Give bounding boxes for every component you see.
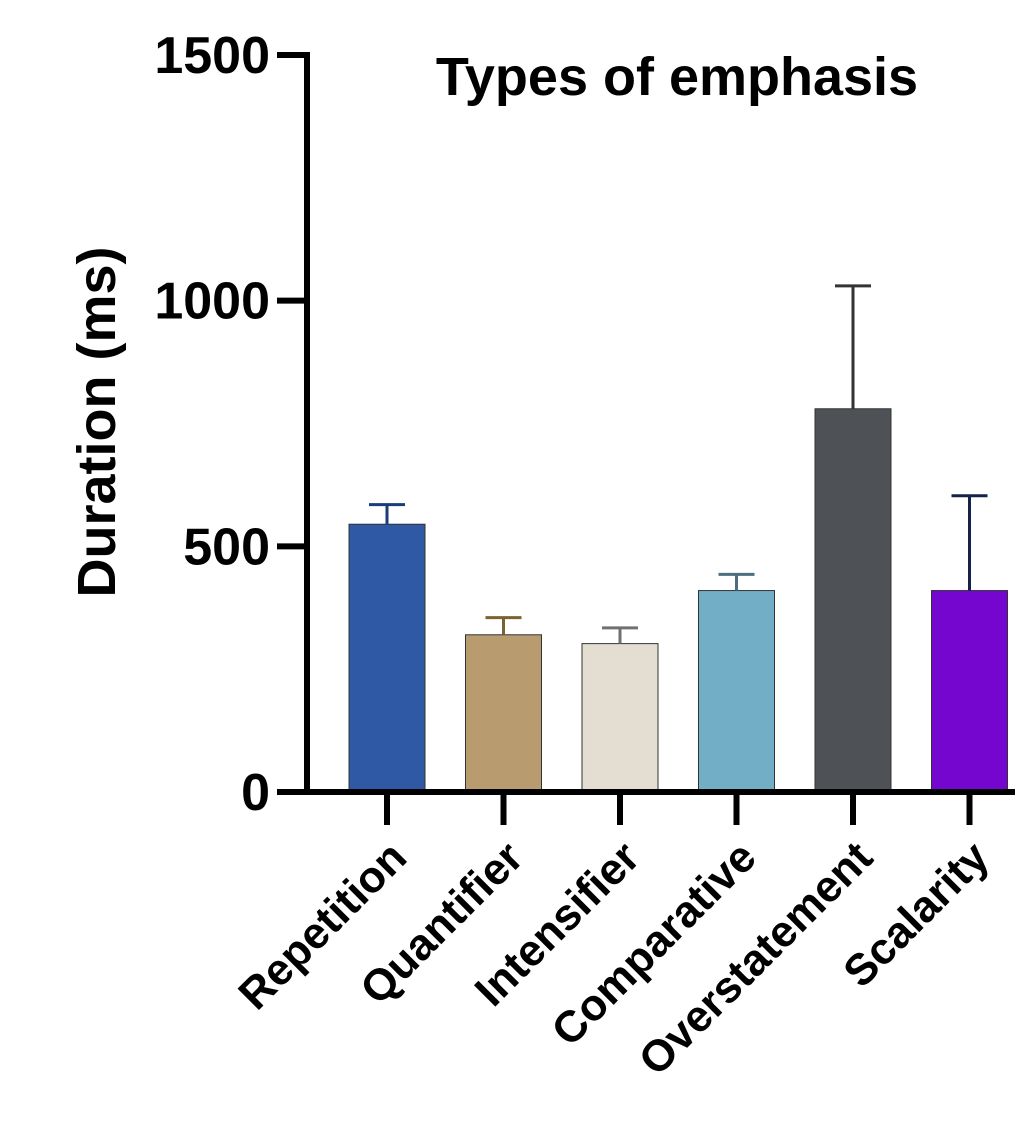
error-bars-layer xyxy=(369,284,988,644)
bar-scalarity xyxy=(931,590,1008,793)
chart-title: Types of emphasis xyxy=(436,47,918,107)
bars-layer xyxy=(348,408,1008,793)
y-tick-label-1500: 1500 xyxy=(154,27,270,85)
y-axis-label: Duration (ms) xyxy=(67,247,127,598)
bar-intensifier xyxy=(581,643,659,793)
y-tick-label-1000: 1000 xyxy=(154,273,270,331)
y-tick-label-0: 0 xyxy=(241,764,270,822)
bar-quantifier xyxy=(465,634,542,793)
bar-comparative xyxy=(698,590,775,793)
bar-repetition xyxy=(348,523,426,793)
axes-layer xyxy=(304,52,1015,795)
x-tick-label-comparative: Comparative xyxy=(542,832,765,1055)
y-tick-label-500: 500 xyxy=(183,518,270,576)
bar-overstatement xyxy=(814,408,892,793)
